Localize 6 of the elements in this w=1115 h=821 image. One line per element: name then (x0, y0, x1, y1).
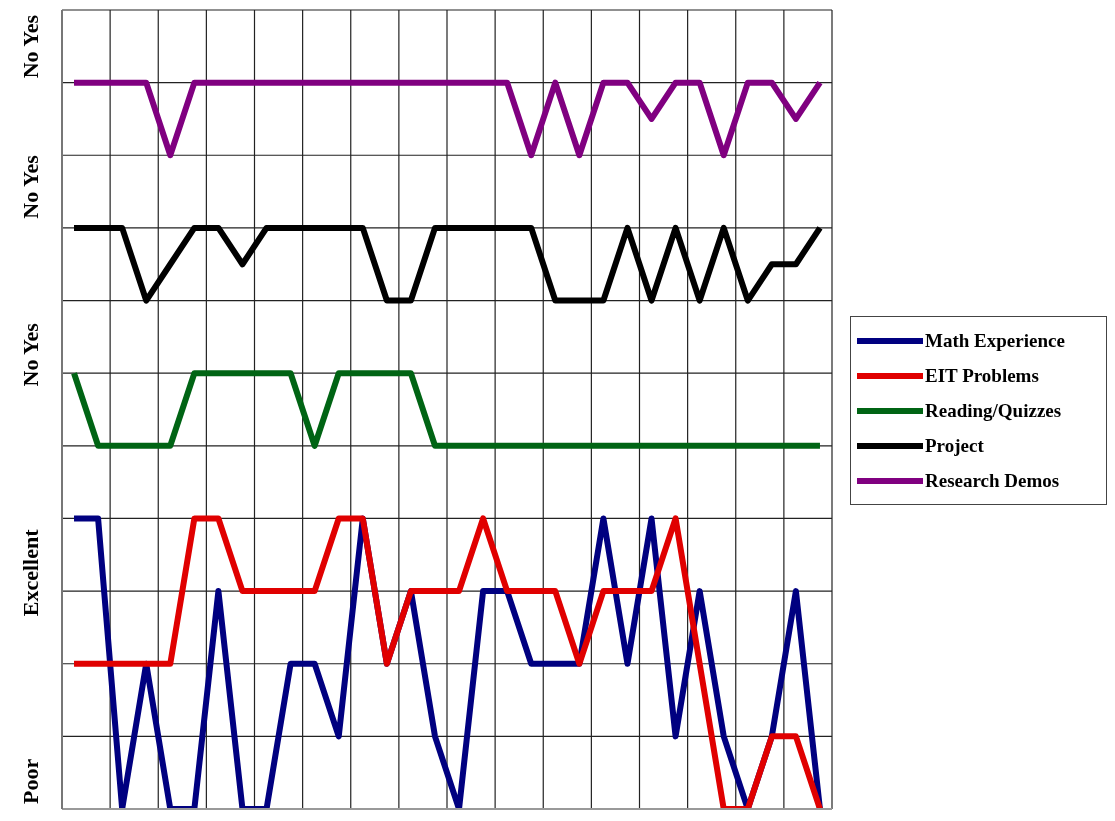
legend-label: Project (925, 434, 984, 457)
y-axis-title: Poor Excellent No Yes No Yes No Yes (17, 14, 43, 805)
legend-label: Reading/Quizzes (925, 399, 1062, 422)
legend-label: Research Demos (925, 469, 1060, 492)
legend-label: Math Experience (925, 329, 1065, 352)
legend-label: EIT Problems (925, 364, 1039, 387)
